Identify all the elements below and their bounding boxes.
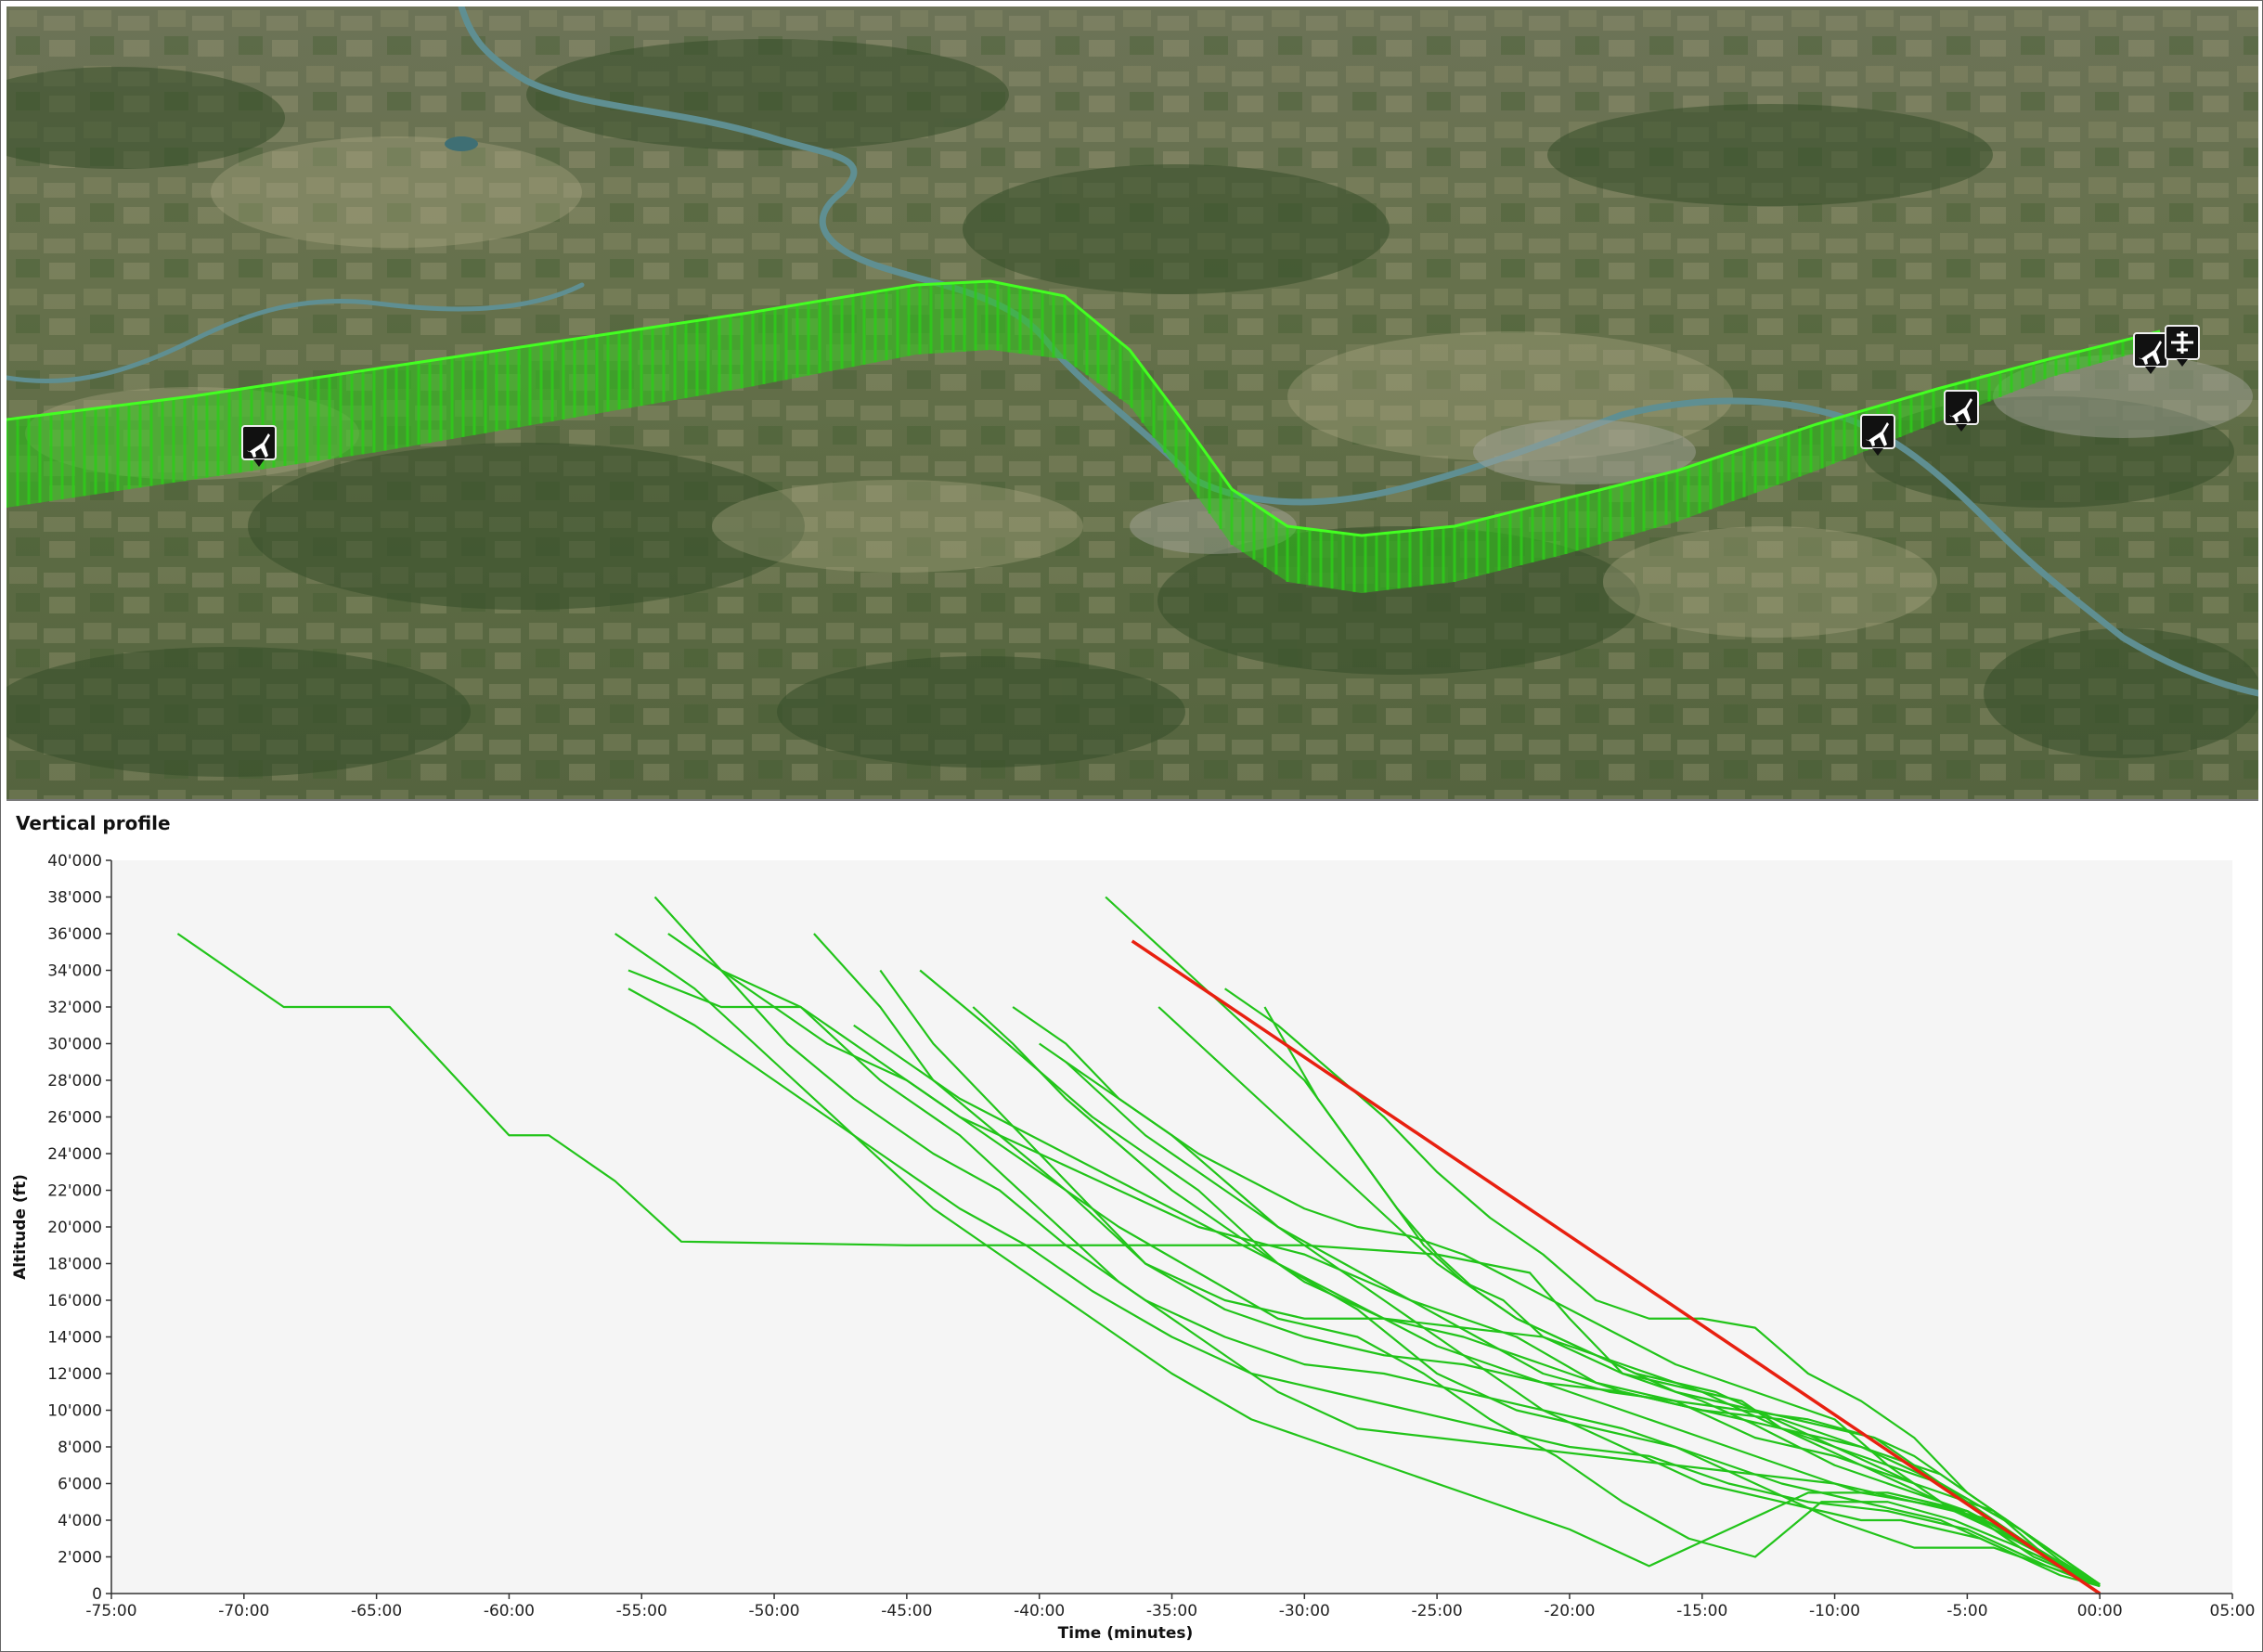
x-tick-label: -15:00 <box>1676 1602 1727 1620</box>
airplane-icon[interactable] <box>1860 414 1895 456</box>
x-tick-label: -60:00 <box>484 1602 535 1620</box>
series-line <box>853 1024 2101 1588</box>
panel-title: Vertical profile <box>16 812 171 834</box>
series-line <box>176 933 2101 1586</box>
y-tick-label: 38'000 <box>47 889 102 908</box>
x-tick-label: 05:00 <box>2210 1602 2256 1620</box>
series-lines <box>176 896 2101 1588</box>
series-line <box>813 933 2101 1586</box>
y-tick-label: 24'000 <box>47 1145 102 1164</box>
x-tick-label: 00:00 <box>2077 1602 2123 1620</box>
y-tick-label: 26'000 <box>47 1109 102 1128</box>
y-tick-label: 10'000 <box>47 1402 102 1421</box>
series-line <box>1039 1042 2101 1586</box>
track-path <box>6 279 2161 537</box>
y-tick-label: 22'000 <box>47 1182 102 1201</box>
flight-track-band <box>6 279 2179 593</box>
series-line <box>919 969 2101 1588</box>
x-tick-label: -40:00 <box>1014 1602 1065 1620</box>
series-line <box>1065 1061 2101 1588</box>
series-line <box>972 1006 2101 1586</box>
airplane-icon[interactable] <box>1944 390 1979 432</box>
x-tick-label: -45:00 <box>881 1602 932 1620</box>
terrain-map[interactable] <box>6 6 2258 799</box>
y-tick-label: 6'000 <box>58 1476 102 1494</box>
y-tick-label: 0 <box>92 1585 102 1604</box>
series-line <box>1223 987 2101 1586</box>
series-line <box>1105 896 2101 1588</box>
x-axis-title: Time (minutes) <box>1058 1624 1194 1643</box>
y-tick-label: 30'000 <box>47 1036 102 1054</box>
y-tick-label: 12'000 <box>47 1365 102 1384</box>
vertical-profile-chart: 0 2'000 4'000 6'000 8'000 10'000 12'000 14'000 1… <box>11 852 2256 1643</box>
x-tick-label: -10:00 <box>1809 1602 1860 1620</box>
forest-patches <box>6 39 2258 777</box>
x-axis-ticks: -75:00 -70:00 -65:00 -60:00 -55:00 -50:00 -45:… <box>85 1594 2256 1620</box>
x-tick-label: -5:00 <box>1946 1602 1987 1620</box>
lake <box>445 136 478 151</box>
airport-icon[interactable] <box>2165 325 2200 367</box>
y-tick-label: 14'000 <box>47 1329 102 1348</box>
y-tick-label: 4'000 <box>58 1512 102 1530</box>
x-tick-label: -20:00 <box>1544 1602 1595 1620</box>
reference-descent-line <box>1131 939 2101 1595</box>
y-axis-ticks: 0 2'000 4'000 6'000 8'000 10'000 12'000 14'000 1… <box>47 852 111 1604</box>
y-axis-title: Altitude (ft) <box>11 1174 30 1280</box>
series-line <box>653 896 2101 1586</box>
vertical-profile-panel: 0 2'000 4'000 6'000 8'000 10'000 12'000 14'000 1… <box>6 801 2258 1647</box>
x-tick-label: -55:00 <box>616 1602 667 1620</box>
y-tick-label: 2'000 <box>58 1549 102 1568</box>
track-band-fill <box>6 281 2179 593</box>
x-tick-label: -65:00 <box>351 1602 402 1620</box>
river-branch <box>6 282 585 384</box>
map-3d-view[interactable] <box>6 6 2258 801</box>
y-tick-label: 8'000 <box>58 1439 102 1457</box>
x-tick-label: -75:00 <box>85 1602 136 1620</box>
y-tick-label: 34'000 <box>47 962 102 981</box>
airplane-icon[interactable] <box>241 425 277 467</box>
y-tick-label: 16'000 <box>47 1292 102 1310</box>
y-tick-label: 18'000 <box>47 1256 102 1274</box>
x-tick-label: -25:00 <box>1412 1602 1463 1620</box>
x-tick-label: -30:00 <box>1279 1602 1330 1620</box>
reference-line-group <box>1131 939 2101 1595</box>
aircraft-markers <box>241 325 2200 467</box>
x-tick-label: -50:00 <box>748 1602 799 1620</box>
y-tick-label: 40'000 <box>47 852 102 871</box>
y-tick-label: 36'000 <box>47 925 102 944</box>
y-tick-label: 20'000 <box>47 1219 102 1237</box>
y-tick-label: 32'000 <box>47 999 102 1017</box>
x-tick-label: -35:00 <box>1146 1602 1197 1620</box>
y-tick-label: 28'000 <box>47 1072 102 1091</box>
x-tick-label: -70:00 <box>218 1602 269 1620</box>
series-line <box>879 969 2101 1586</box>
